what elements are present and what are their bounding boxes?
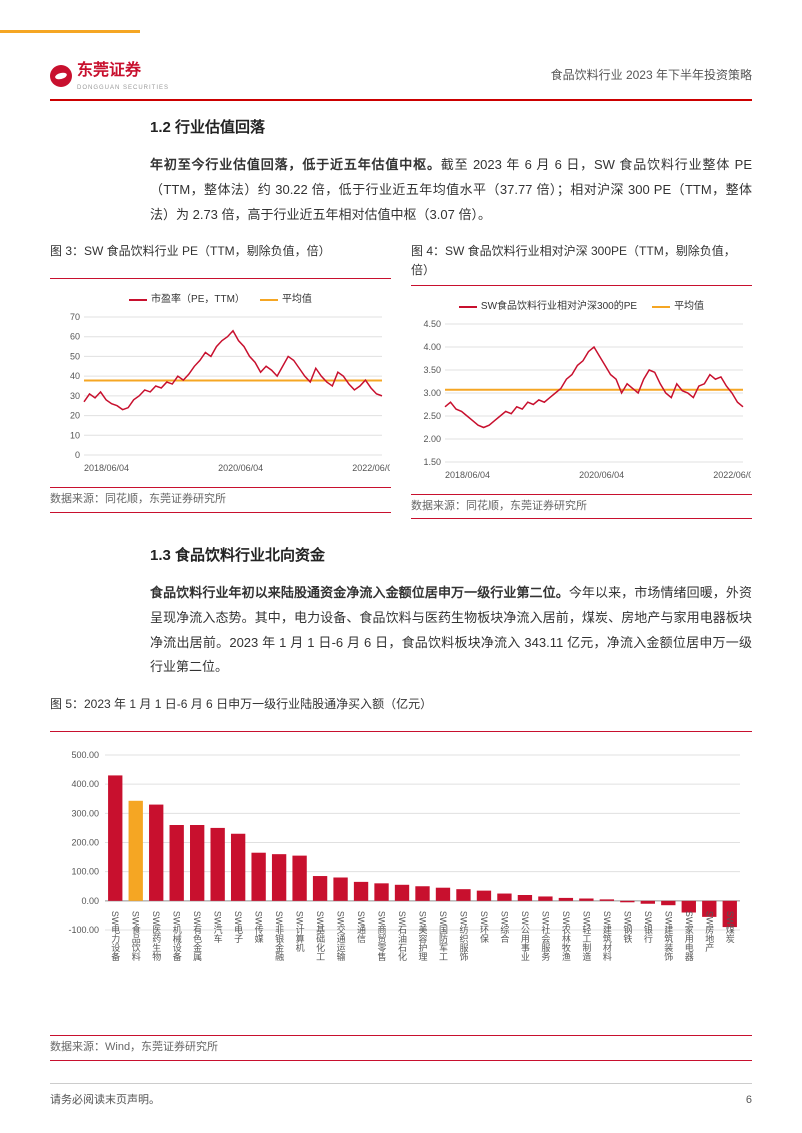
section12-body: 年初至今行业估值回落，低于近五年估值中枢。截至 2023 年 6 月 6 日，S… [150,153,752,227]
svg-text:SW石油石化: SW石油石化 [397,911,407,962]
legend-item: 平均值 [652,299,704,315]
svg-text:2.00: 2.00 [423,434,441,444]
svg-text:SW家用电器: SW家用电器 [684,911,694,962]
figure4-title: 图 4：SW 食品饮料行业相对沪深 300PE（TTM，剔除负值，倍） [411,242,752,285]
svg-text:100.00: 100.00 [71,867,99,877]
svg-text:50: 50 [70,352,80,362]
footer-page-num: 6 [746,1092,752,1110]
page-header: 东莞证券 DONGGUAN SECURITIES 食品饮料行业 2023 年下半… [50,58,752,101]
svg-text:SW有色金属: SW有色金属 [192,911,202,962]
svg-text:SW公用事业: SW公用事业 [520,911,530,962]
svg-text:0.00: 0.00 [81,896,99,906]
svg-text:SW医药生物: SW医药生物 [151,911,161,962]
svg-text:SW纺织服饰: SW纺织服饰 [458,911,468,962]
chart4: SW食品饮料行业相对沪深300的PE 平均值 1.50 2.00 2.50 3.00 3.… [411,294,752,489]
svg-text:SW轻工制造: SW轻工制造 [581,911,591,962]
svg-text:2022/06/04: 2022/06/04 [352,463,390,473]
svg-text:2018/06/04: 2018/06/04 [84,463,129,473]
svg-text:400.00: 400.00 [71,779,99,789]
chart3: 市盈率（PE，TTM） 平均值 0 10 20 30 40 50 60 70 2018/06/04… [50,287,391,482]
svg-text:30: 30 [70,391,80,401]
svg-text:300.00: 300.00 [71,808,99,818]
legend-item: 市盈率（PE，TTM） [129,292,245,308]
legend-item: 平均值 [260,292,312,308]
figure3-title: 图 3：SW 食品饮料行业 PE（TTM，剔除负值，倍） [50,242,391,279]
section13-body: 食品饮料行业年初以来陆股通资金净流入金额位居申万一级行业第二位。今年以来，市场情… [150,581,752,680]
svg-text:40: 40 [70,371,80,381]
svg-text:4.50: 4.50 [423,319,441,329]
svg-text:SW商贸零售: SW商贸零售 [377,911,387,962]
figure5-title: 图 5：2023 年 1 月 1 日-6 月 6 日申万一级行业陆股通净买入额（… [50,695,752,732]
svg-text:2022/06/04: 2022/06/04 [713,470,751,480]
chart5: -100.00 0.00 100.00 200.00 300.00 400.00 500.0… [50,740,752,1030]
svg-text:3.50: 3.50 [423,365,441,375]
svg-text:SW国防军工: SW国防军工 [438,911,448,962]
svg-text:3.00: 3.00 [423,388,441,398]
svg-text:SW汽车: SW汽车 [213,911,223,944]
svg-text:2020/06/04: 2020/06/04 [218,463,263,473]
svg-text:SW房地产: SW房地产 [704,911,714,953]
svg-text:SW钢铁: SW钢铁 [622,911,632,944]
svg-text:SW基础化工: SW基础化工 [315,911,325,962]
svg-text:SW建筑材料: SW建筑材料 [602,911,612,962]
svg-text:2020/06/04: 2020/06/04 [579,470,624,480]
svg-text:SW美容护理: SW美容护理 [418,911,428,962]
section-heading-13: 1.3 食品饮料行业北向资金 [150,544,752,568]
svg-text:SW传媒: SW传媒 [254,911,264,944]
svg-text:SW交通运输: SW交通运输 [336,911,346,962]
svg-text:2.50: 2.50 [423,411,441,421]
chart5-source: 数据来源：Wind，东莞证券研究所 [50,1035,752,1061]
svg-text:500.00: 500.00 [71,750,99,760]
chart4-source: 数据来源：同花顺，东莞证券研究所 [411,494,752,520]
company-logo: 东莞证券 DONGGUAN SECURITIES [50,58,169,93]
svg-text:SW银行: SW银行 [643,911,653,944]
svg-text:1.50: 1.50 [423,457,441,467]
company-name-cn: 东莞证券 [77,58,169,84]
chart3-source: 数据来源：同花顺，东莞证券研究所 [50,487,391,513]
svg-text:SW机械设备: SW机械设备 [172,911,182,962]
svg-text:SW非银金融: SW非银金融 [274,911,284,962]
section13-bold: 食品饮料行业年初以来陆股通资金净流入金额位居申万一级行业第二位。 [150,585,569,600]
svg-text:SW社会服务: SW社会服务 [540,911,550,962]
footer-disclaimer: 请务必阅读末页声明。 [50,1092,160,1110]
svg-text:SW电力设备: SW电力设备 [110,911,120,962]
svg-text:SW环保: SW环保 [479,911,489,944]
company-name-en: DONGGUAN SECURITIES [77,84,169,94]
svg-text:SW煤炭: SW煤炭 [725,911,735,944]
svg-text:SW电子: SW电子 [233,911,243,944]
svg-text:-100.00: -100.00 [68,925,99,935]
svg-text:200.00: 200.00 [71,837,99,847]
page-footer: 请务必阅读末页声明。 6 [50,1083,752,1110]
svg-text:0: 0 [75,450,80,460]
svg-text:SW综合: SW综合 [499,911,509,944]
svg-text:SW通信: SW通信 [356,911,366,944]
svg-text:70: 70 [70,312,80,322]
section-heading-12: 1.2 行业估值回落 [150,116,752,140]
logo-icon [50,65,72,87]
doc-title: 食品饮料行业 2023 年下半年投资策略 [551,66,752,85]
svg-text:10: 10 [70,431,80,441]
figure-row-3-4: 图 3：SW 食品饮料行业 PE（TTM，剔除负值，倍） 市盈率（PE，TTM）… [50,242,752,519]
svg-text:60: 60 [70,332,80,342]
svg-text:SW农林牧渔: SW农林牧渔 [561,911,571,962]
svg-text:SW建筑装饰: SW建筑装饰 [663,911,673,962]
svg-text:2018/06/04: 2018/06/04 [445,470,490,480]
section12-bold: 年初至今行业估值回落，低于近五年估值中枢。 [150,157,441,172]
svg-text:SW计算机: SW计算机 [295,911,305,953]
legend-item: SW食品饮料行业相对沪深300的PE [459,299,637,315]
svg-text:20: 20 [70,411,80,421]
svg-text:4.00: 4.00 [423,342,441,352]
svg-text:SW食品饮料: SW食品饮料 [131,911,141,962]
